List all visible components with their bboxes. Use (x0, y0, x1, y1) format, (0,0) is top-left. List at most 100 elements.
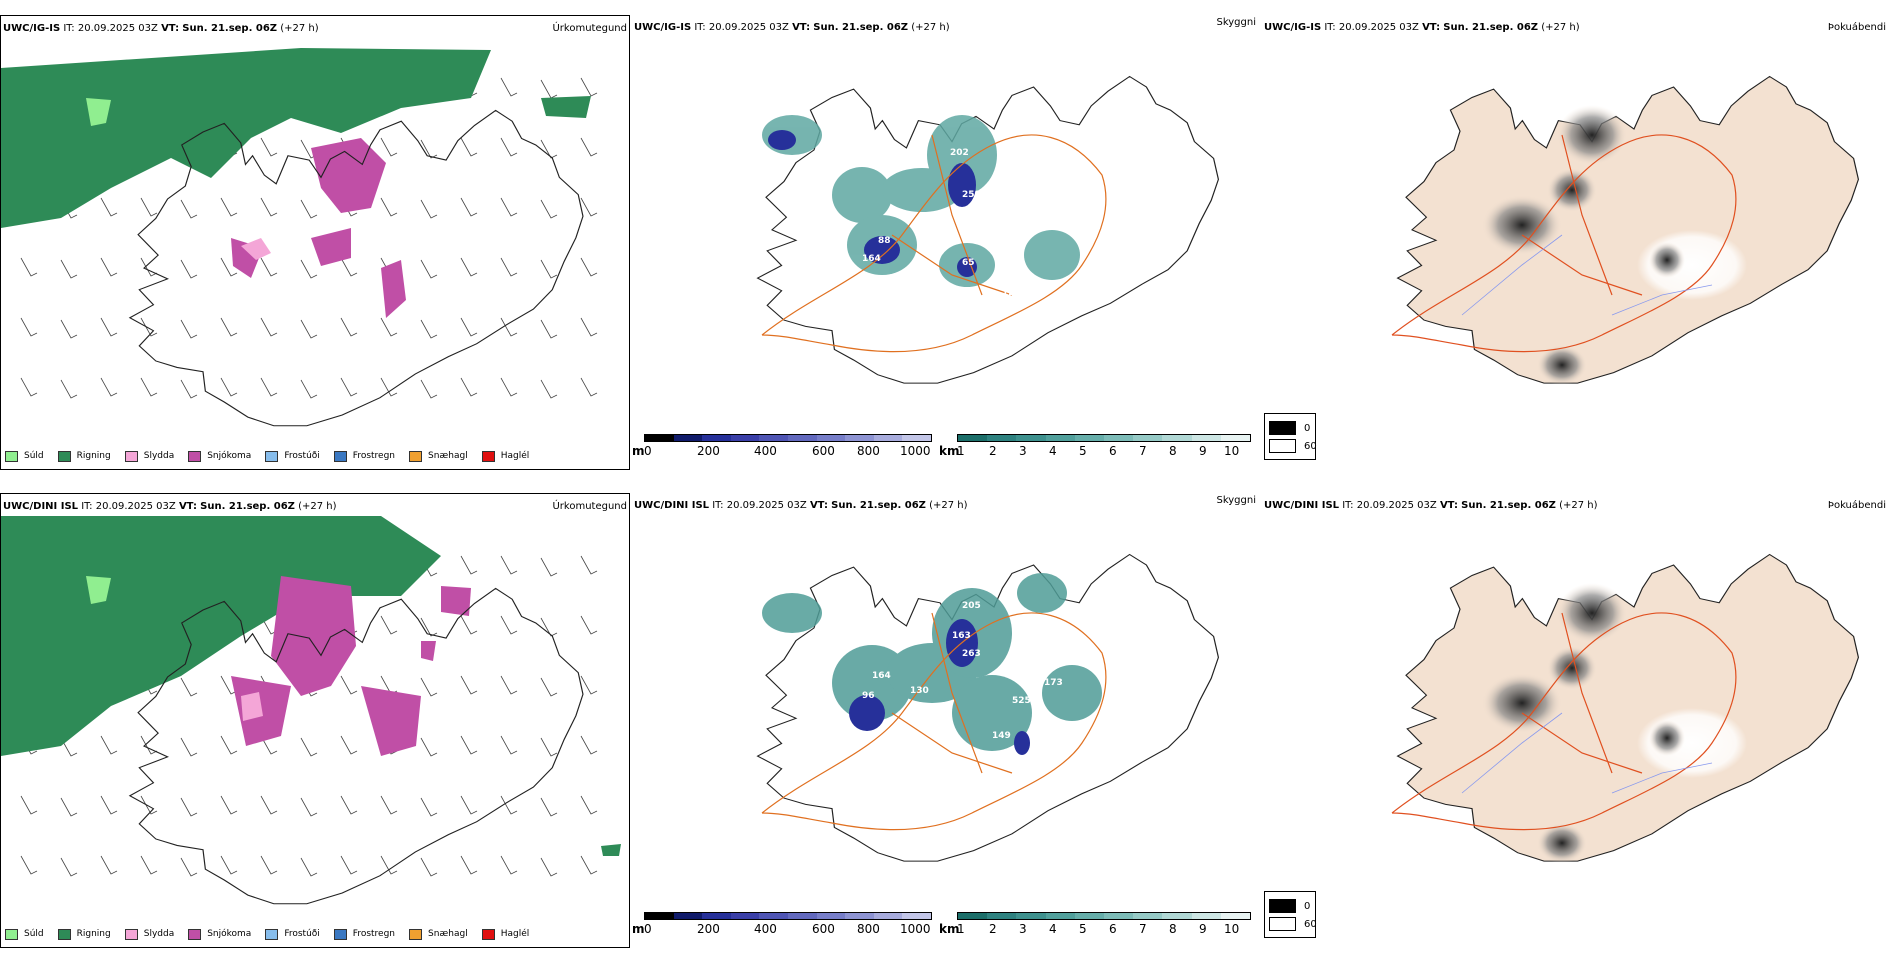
panel-variable: Skyggni (1216, 495, 1256, 506)
colorbar-visibility: km 1 2 3 4 5 6 7 8 9 10 (939, 912, 1251, 942)
map-label: 263 (962, 649, 981, 659)
legend-swatch (265, 450, 279, 462)
map-label: 149 (992, 731, 1011, 741)
init-time: 20.09.2025 03Z (1338, 22, 1419, 33)
legend-item: Haglél (481, 450, 529, 462)
precip-legend: Súld Rigning Slydda Snjókoma Frostúði Fr… (5, 925, 621, 943)
init-time: 20.09.2025 03Z (77, 23, 158, 34)
colorbar-ticks: 1 2 3 4 5 6 7 8 9 10 (957, 444, 1240, 458)
legend-swatch (124, 450, 138, 462)
precip-type-panel: UWC/IG-IS IT: 20.09.2025 03Z VT: Sun. 21… (0, 15, 630, 470)
model-name: UWC/IG-IS (634, 22, 692, 33)
legend-item: Snæhagl (409, 450, 468, 462)
model-name: UWC/DINI ISL (1264, 500, 1340, 511)
colorbar-strip (644, 434, 932, 442)
model-name: UWC/DINI ISL (3, 501, 79, 512)
panel-title: UWC/IG-IS IT: 20.09.2025 03Z VT: Sun. 21… (634, 22, 950, 33)
valid-time: Sun. 21.sep. 06Z (1461, 500, 1556, 511)
fog-panel: UWC/DINI ISL IT: 20.09.2025 03Z VT: Sun.… (1262, 493, 1900, 948)
map-label: 258 (962, 190, 981, 200)
fog-map[interactable] (1262, 513, 1900, 913)
visibility-map[interactable]: 164 96 130 149 525 173 163 263 205 (632, 513, 1262, 913)
lead-time: (+27 h) (1559, 500, 1598, 511)
cloud-legend: 0 60 (1264, 413, 1317, 460)
panel-title: UWC/IG-IS IT: 20.09.2025 03Z VT: Sun. 21… (1264, 22, 1580, 33)
visibility-panel: UWC/DINI ISL IT: 20.09.2025 03Z VT: Sun.… (632, 493, 1262, 948)
panel-title: UWC/DINI ISL IT: 20.09.2025 03Z VT: Sun.… (1264, 500, 1598, 511)
panel-title: UWC/IG-IS IT: 20.09.2025 03Z VT: Sun. 21… (3, 23, 319, 34)
fog-panel: UWC/IG-IS IT: 20.09.2025 03Z VT: Sun. 21… (1262, 15, 1900, 470)
legend-swatch (409, 450, 423, 462)
init-time: 20.09.2025 03Z (726, 500, 807, 511)
colorbar-unit: m (632, 444, 645, 458)
forecast-row-igis: UWC/IG-IS IT: 20.09.2025 03Z VT: Sun. 21… (0, 0, 1900, 475)
legend-swatch (188, 450, 202, 462)
legend-swatch (57, 450, 71, 462)
model-name: UWC/DINI ISL (634, 500, 710, 511)
init-time: 20.09.2025 03Z (1356, 500, 1437, 511)
legend-swatch (333, 450, 347, 462)
legend-swatch (481, 450, 495, 462)
legend-swatch (1269, 439, 1296, 453)
init-time: 20.09.2025 03Z (708, 22, 789, 33)
map-label: 88 (878, 236, 891, 246)
legend-swatch (5, 450, 18, 462)
valid-time: Sun. 21.sep. 06Z (182, 23, 278, 34)
panel-variable: Úrkomutegund (552, 501, 627, 512)
map-label: 164 (862, 254, 881, 264)
map-label: 205 (962, 601, 981, 611)
map-label: 164 (872, 671, 891, 681)
map-label: 163 (952, 631, 971, 641)
map-label: 173 (1044, 678, 1063, 688)
map-label: 130 (910, 686, 929, 696)
valid-time: Sun. 21.sep. 06Z (1443, 22, 1539, 33)
legend-item: Frostúði (265, 450, 320, 462)
panel-variable: Skyggni (1216, 17, 1256, 28)
colorbar-strip (957, 434, 1251, 442)
cloud-legend: 0 60 (1264, 891, 1317, 938)
panel-variable: Þokuábendi (1827, 22, 1886, 33)
legend-item: Frostregn (333, 450, 395, 462)
lead-time: (+27 h) (280, 23, 319, 34)
map-label: 202 (950, 148, 969, 158)
valid-time: Sun. 21.sep. 06Z (813, 22, 909, 33)
visibility-map[interactable]: 88 164 65 129 258 202 107 92 (632, 35, 1262, 435)
map-label: 92 (1052, 223, 1065, 233)
model-name: UWC/IG-IS (1264, 22, 1322, 33)
panel-variable: Þokuábendi (1827, 500, 1886, 511)
legend-item: Snjókoma (188, 450, 251, 462)
lead-time: (+27 h) (1541, 22, 1580, 33)
forecast-row-dini: UWC/DINI ISL IT: 20.09.2025 03Z VT: Sun.… (0, 483, 1900, 958)
map-label: 129 (1002, 288, 1021, 298)
colorbar-unit: km (939, 444, 960, 458)
valid-time: Sun. 21.sep. 06Z (200, 501, 295, 512)
model-name: UWC/IG-IS (3, 23, 61, 34)
map-label: 65 (962, 258, 975, 268)
init-time: 20.09.2025 03Z (95, 501, 176, 512)
legend-item: Rigning (57, 450, 111, 462)
map-label: 107 (992, 180, 1011, 190)
colorbar-height: m 0 200 400 600 800 1000 (632, 434, 932, 464)
lead-time: (+27 h) (298, 501, 337, 512)
legend-item: Slydda (124, 450, 174, 462)
legend-swatch (1269, 421, 1296, 435)
map-label: 525 (1012, 696, 1031, 706)
colorbar-visibility: km 1 2 3 4 5 6 7 8 9 10 (939, 434, 1251, 464)
precip-type-panel: UWC/DINI ISL IT: 20.09.2025 03Z VT: Sun.… (0, 493, 630, 948)
lead-time: (+27 h) (911, 22, 950, 33)
visibility-panel: UWC/IG-IS IT: 20.09.2025 03Z VT: Sun. 21… (632, 15, 1262, 470)
panel-variable: Úrkomutegund (552, 23, 627, 34)
precip-map[interactable] (1, 516, 629, 920)
precip-map[interactable] (1, 38, 629, 442)
lead-time: (+27 h) (929, 500, 968, 511)
precip-legend: Súld Rigning Slydda Snjókoma Frostúði Fr… (5, 447, 621, 465)
colorbar-height: m 0 200 400 600 800 1000 (632, 912, 932, 942)
it-label: IT: (63, 23, 75, 34)
fog-map[interactable] (1262, 35, 1900, 435)
legend-item: Súld (5, 450, 44, 462)
panel-title: UWC/DINI ISL IT: 20.09.2025 03Z VT: Sun.… (3, 501, 337, 512)
panel-title: UWC/DINI ISL IT: 20.09.2025 03Z VT: Sun.… (634, 500, 968, 511)
map-label: 96 (862, 691, 875, 701)
valid-time: Sun. 21.sep. 06Z (831, 500, 926, 511)
colorbar-ticks: 0 200 400 600 800 1000 (644, 444, 931, 458)
